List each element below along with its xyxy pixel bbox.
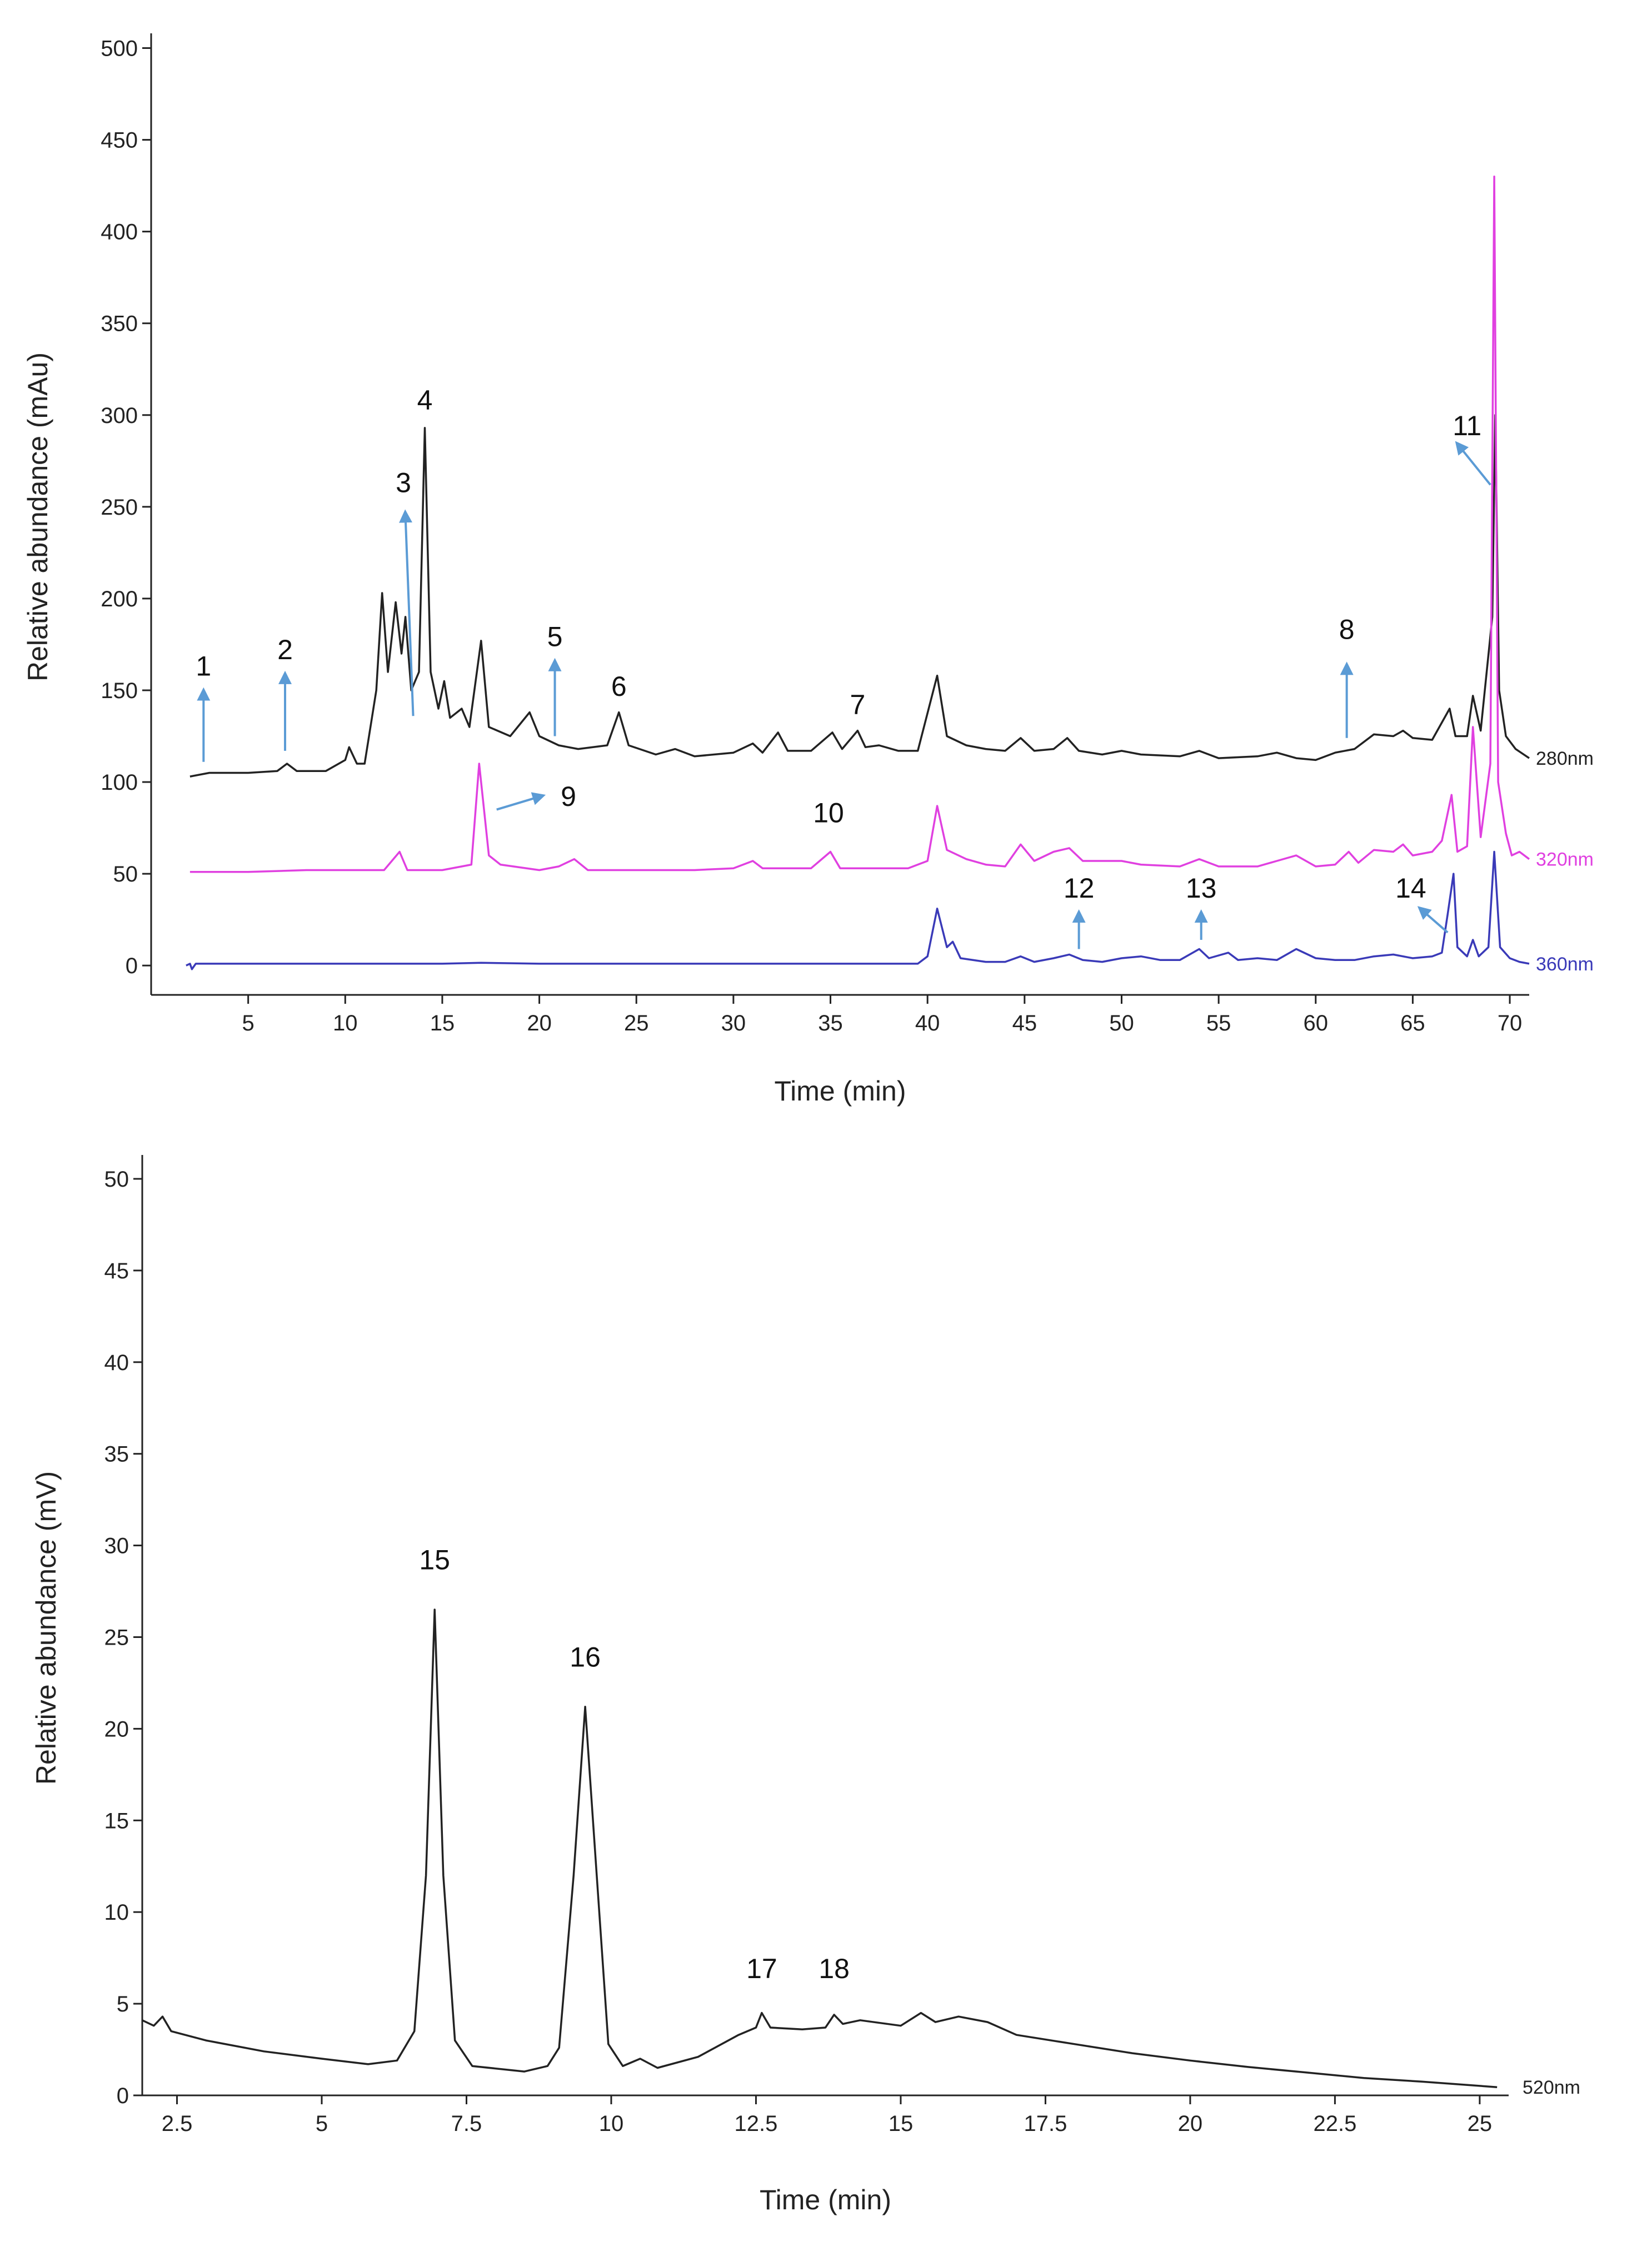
x-tick-label: 25 <box>624 1011 649 1035</box>
peak-number-label: 14 <box>1395 873 1426 904</box>
series-label-280nm: 280nm <box>1536 748 1594 769</box>
series-label-520nm: 520nm <box>1523 2077 1580 2098</box>
y-tick-label: 30 <box>104 1534 129 1558</box>
x-tick-label: 35 <box>818 1011 843 1035</box>
x-axis-label: Time (min) <box>760 2184 891 2215</box>
x-tick-label: 25 <box>1468 2111 1493 2136</box>
peak-number-label: 16 <box>570 1641 601 1672</box>
y-tick-label: 35 <box>104 1442 129 1467</box>
y-tick-label: 100 <box>101 770 138 795</box>
peak-number-label: 4 <box>417 385 433 416</box>
y-tick-label: 450 <box>101 128 138 153</box>
peak-number-label: 9 <box>561 781 576 812</box>
x-tick-label: 60 <box>1304 1011 1329 1035</box>
y-tick-label: 250 <box>101 495 138 520</box>
peak-number-label: 11 <box>1453 410 1481 441</box>
peak-number-label: 1 <box>196 651 211 682</box>
x-tick-label: 30 <box>721 1011 746 1035</box>
x-tick-label: 22.5 <box>1313 2111 1356 2136</box>
peak-number-label: 2 <box>277 634 293 665</box>
peak-number-label: 17 <box>746 1953 777 1984</box>
y-tick-label: 150 <box>101 679 138 703</box>
peak-number-label: 18 <box>818 1953 850 1984</box>
x-axis-label: Time (min) <box>774 1075 906 1107</box>
y-tick-label: 5 <box>117 1992 129 2016</box>
peak-number-label: 8 <box>1339 614 1355 645</box>
y-tick-label: 500 <box>101 37 138 61</box>
x-tick-label: 5 <box>316 2111 328 2136</box>
x-tick-label: 20 <box>1178 2111 1203 2136</box>
x-tick-label: 40 <box>915 1011 940 1035</box>
peak-arrow <box>496 792 546 811</box>
x-tick-label: 55 <box>1206 1011 1231 1035</box>
x-tick-label: 15 <box>430 1011 455 1035</box>
series-line-320nm <box>189 175 1530 873</box>
peak-number-label: 7 <box>850 689 866 720</box>
x-tick-label: 5 <box>242 1011 254 1035</box>
x-tick-label: 2.5 <box>162 2111 193 2136</box>
peak-arrow <box>1417 906 1449 934</box>
x-tick-label: 45 <box>1012 1011 1037 1035</box>
y-tick-label: 15 <box>104 1809 129 1833</box>
series-line-280nm <box>189 414 1530 778</box>
x-tick-label: 15 <box>889 2111 914 2136</box>
series-line-520nm <box>142 1608 1498 2088</box>
y-tick-label: 45 <box>104 1259 129 1283</box>
y-axis-label: Relative abundance (mAu) <box>22 352 53 681</box>
x-tick-label: 10 <box>599 2111 624 2136</box>
y-tick-label: 40 <box>104 1351 129 1375</box>
y-tick-label: 0 <box>126 954 138 978</box>
peak-arrow <box>399 509 415 716</box>
peak-number-label: 15 <box>419 1544 450 1575</box>
y-tick-label: 300 <box>101 404 138 428</box>
x-tick-label: 70 <box>1498 1011 1523 1035</box>
x-tick-label: 65 <box>1400 1011 1425 1035</box>
y-tick-label: 25 <box>104 1625 129 1650</box>
y-tick-label: 10 <box>104 1900 129 1925</box>
series-line-360nm <box>186 850 1530 970</box>
peak-number-label: 13 <box>1186 873 1217 904</box>
x-tick-label: 50 <box>1109 1011 1134 1035</box>
chart-panel-2: 0 5 10 15 20 25 30 35 40 45 50 2.5 5 7.5 10 12.5 15 17.5 2… <box>31 1155 1580 2215</box>
y-tick-label: 50 <box>113 862 138 887</box>
peak-number-label: 6 <box>611 671 627 702</box>
peak-number-label: 5 <box>547 621 563 653</box>
peak-arrow <box>1455 441 1491 486</box>
y-tick-label: 50 <box>104 1167 129 1192</box>
x-tick-label: 12.5 <box>735 2111 778 2136</box>
y-tick-label: 20 <box>104 1717 129 1741</box>
series-label-320nm: 320nm <box>1536 849 1594 870</box>
y-tick-label: 400 <box>101 220 138 245</box>
series-label-360nm: 360nm <box>1536 954 1594 975</box>
y-tick-label: 200 <box>101 587 138 611</box>
peak-number-label: 3 <box>396 467 411 498</box>
x-tick-label: 17.5 <box>1024 2111 1067 2136</box>
peak-number-label: 12 <box>1064 873 1095 904</box>
y-tick-label: 350 <box>101 312 138 336</box>
peak-number-label: 10 <box>813 798 844 829</box>
y-axis-label: Relative abundance (mV) <box>31 1471 62 1785</box>
x-tick-label: 7.5 <box>451 2111 482 2136</box>
x-tick-label: 20 <box>527 1011 552 1035</box>
y-tick-label: 0 <box>117 2084 129 2108</box>
x-tick-label: 10 <box>333 1011 358 1035</box>
